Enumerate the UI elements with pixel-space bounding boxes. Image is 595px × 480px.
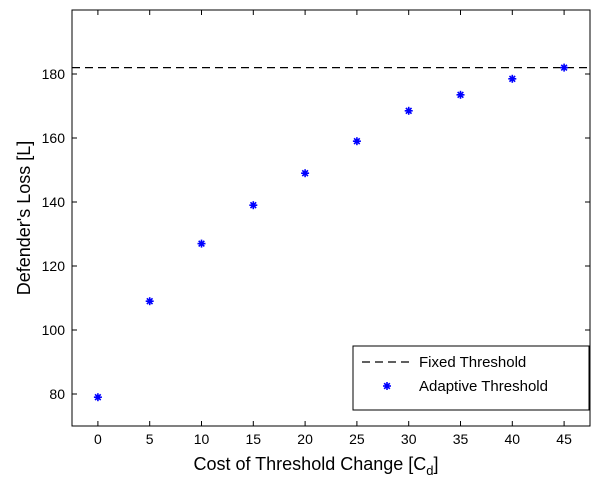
y-tick-label: 140 (42, 194, 66, 210)
x-axis-tick-labels: 0 5 10 15 20 25 30 35 40 45 (94, 431, 572, 447)
y-axis-label: Defender's Loss [L] (14, 141, 34, 296)
x-axis-ticks (97, 10, 565, 426)
x-tick-label: 0 (94, 431, 102, 447)
legend-fixed-threshold-label: Fixed Threshold (419, 354, 526, 371)
adaptive-threshold-point (145, 297, 154, 306)
x-axis-label-end: ] (434, 454, 439, 474)
x-tick-label: 30 (401, 431, 417, 447)
legend-box (352, 345, 590, 411)
adaptive-threshold-point (456, 90, 465, 99)
x-axis-label-subscript: d (426, 463, 433, 478)
y-tick-label: 160 (42, 130, 66, 146)
adaptive-threshold-point (508, 74, 517, 83)
x-axis-label-main: Cost of Threshold Change [C (193, 454, 426, 474)
adaptive-threshold-point (352, 137, 361, 146)
adaptive-threshold-point (197, 239, 206, 248)
series-layer (72, 63, 590, 402)
x-tick-label: 35 (453, 431, 469, 447)
x-tick-label: 40 (505, 431, 521, 447)
legend-adaptive-threshold-label: Adaptive Threshold (419, 378, 548, 395)
legend: Fixed Threshold Adaptive Threshold (352, 345, 590, 411)
adaptive-threshold-point (404, 106, 413, 115)
x-tick-label: 45 (556, 431, 572, 447)
y-tick-label: 80 (49, 386, 65, 402)
adaptive-threshold-point (249, 201, 258, 210)
x-tick-label: 15 (246, 431, 262, 447)
y-tick-label: 100 (42, 322, 66, 338)
legend-adaptive-threshold-marker (383, 382, 391, 390)
x-tick-label: 20 (297, 431, 313, 447)
adaptive-threshold-point (301, 169, 310, 178)
x-tick-label: 10 (194, 431, 210, 447)
x-tick-label: 5 (146, 431, 154, 447)
x-tick-label: 25 (349, 431, 365, 447)
legend-asterisk-icon (383, 382, 391, 390)
y-axis-tick-labels: 80 100 120 140 160 180 (42, 66, 66, 402)
adaptive-threshold-point (560, 63, 569, 72)
y-tick-label: 180 (42, 66, 66, 82)
y-tick-label: 120 (42, 258, 66, 274)
adaptive-threshold-point (93, 393, 102, 402)
x-axis-label: Cost of Threshold Change [Cd] (193, 454, 438, 478)
